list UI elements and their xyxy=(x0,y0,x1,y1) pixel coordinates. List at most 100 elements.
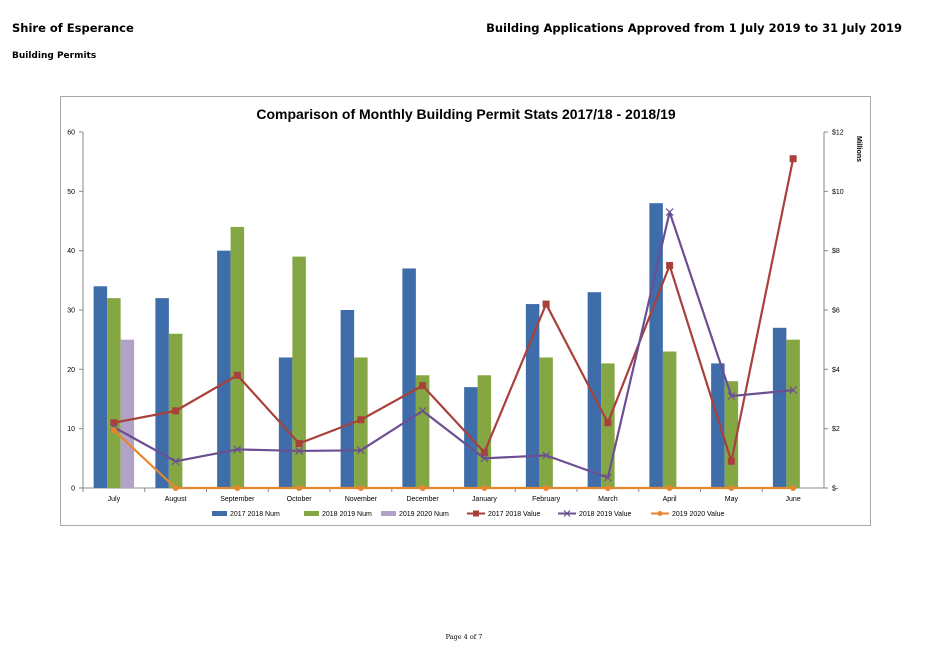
point-marker xyxy=(790,485,797,491)
point-marker xyxy=(666,485,673,491)
series-line xyxy=(113,158,795,463)
right-tick-label: $8 xyxy=(832,248,840,255)
organisation-name: Shire of Esperance xyxy=(12,21,134,35)
point-marker xyxy=(295,446,304,455)
x-tick-label: November xyxy=(345,496,378,503)
legend-label: 2019 2020 Num xyxy=(399,511,449,518)
bar xyxy=(525,304,540,488)
chart-title: Comparison of Monthly Building Permit St… xyxy=(256,106,676,122)
point-marker xyxy=(234,485,241,491)
point-marker xyxy=(789,386,798,395)
right-tick-label: $- xyxy=(832,486,839,493)
bar xyxy=(107,298,121,488)
point-marker xyxy=(480,454,489,463)
x-tick-label: August xyxy=(165,496,187,503)
bar xyxy=(340,310,355,488)
left-tick-label: 30 xyxy=(67,308,75,315)
legend-label: 2019 2020 Value xyxy=(672,511,725,518)
point-marker xyxy=(480,448,488,456)
series-line xyxy=(113,210,794,479)
chart-svg: Comparison of Monthly Building Permit St… xyxy=(67,106,862,518)
bar xyxy=(278,357,293,488)
point-marker xyxy=(727,392,736,400)
point-marker xyxy=(727,457,735,465)
x-tick-label: March xyxy=(598,496,618,503)
x-tick-label: June xyxy=(786,496,801,503)
point-marker xyxy=(172,407,180,415)
bar xyxy=(649,203,663,488)
bar xyxy=(711,363,725,488)
point-marker xyxy=(419,485,426,491)
legend-swatch xyxy=(212,511,227,516)
x-tick-label: July xyxy=(108,496,121,503)
bar xyxy=(415,375,430,488)
right-tick-label: $6 xyxy=(832,308,840,315)
legend-marker xyxy=(657,511,663,516)
point-marker xyxy=(789,155,797,163)
left-tick-label: 60 xyxy=(67,130,75,137)
legend-group: 2017 2018 Num 2018 2019 Num 2019 2020 Num 2… xyxy=(212,510,725,518)
chart-frame: Comparison of Monthly Building Permit St… xyxy=(60,96,871,526)
point-marker xyxy=(419,382,427,390)
x-tick-label: April xyxy=(663,496,677,503)
bar xyxy=(155,298,169,488)
x-tick-label: May xyxy=(725,496,739,503)
series-line xyxy=(113,429,794,490)
point-marker xyxy=(110,419,118,427)
right-tick-label: $2 xyxy=(832,426,840,433)
bar xyxy=(93,286,108,488)
point-marker xyxy=(357,416,365,424)
legend-swatch xyxy=(304,511,319,516)
point-marker xyxy=(296,485,303,491)
point-marker xyxy=(603,473,612,482)
point-marker xyxy=(356,446,365,455)
point-marker xyxy=(233,371,241,379)
bar xyxy=(230,226,245,488)
point-marker xyxy=(357,485,364,491)
point-marker xyxy=(295,440,303,447)
point-marker xyxy=(172,485,179,491)
legend-marker xyxy=(563,510,571,517)
point-marker xyxy=(604,485,611,491)
point-marker xyxy=(481,485,488,491)
x-tick-label: December xyxy=(406,496,439,503)
left-tick-label: 10 xyxy=(67,426,75,433)
right-tick-label: $4 xyxy=(832,367,840,374)
left-tick-label: 50 xyxy=(67,189,75,196)
section-title: Building Permits xyxy=(12,51,97,61)
bar xyxy=(786,339,800,488)
point-marker xyxy=(233,445,242,454)
left-tick-label: 0 xyxy=(71,486,75,493)
point-marker xyxy=(728,485,735,491)
left-tick-label: 40 xyxy=(67,248,75,255)
x-tick-label: September xyxy=(220,496,255,503)
bar xyxy=(402,268,416,488)
point-marker xyxy=(543,485,550,491)
point-marker xyxy=(542,300,550,308)
x-tick-label: January xyxy=(472,496,497,503)
bar xyxy=(772,327,787,488)
x-tick-label: February xyxy=(532,496,561,503)
point-marker xyxy=(604,419,612,427)
legend-marker xyxy=(473,510,479,517)
legend-label: 2018 2019 Num xyxy=(322,511,372,518)
point-marker xyxy=(666,262,674,269)
point-marker xyxy=(171,457,180,466)
legend-label: 2018 2019 Value xyxy=(579,511,632,518)
bar xyxy=(292,256,306,488)
right-tick-label: $10 xyxy=(832,189,844,196)
bar xyxy=(587,292,602,488)
right-tick-label: $12 xyxy=(832,130,844,137)
bar xyxy=(539,357,553,488)
left-tick-label: 20 xyxy=(67,367,75,374)
lines-group xyxy=(109,155,798,491)
point-marker xyxy=(665,208,674,217)
x-tick-label: October xyxy=(287,496,313,503)
bar xyxy=(477,375,492,488)
legend-swatch xyxy=(381,511,396,516)
bars-group xyxy=(93,203,800,488)
legend-label: 2017 2018 Value xyxy=(488,511,541,518)
bar xyxy=(662,351,677,488)
page-number: Page 4 of 7 xyxy=(445,633,483,641)
legend-label: 2017 2018 Num xyxy=(230,511,280,518)
